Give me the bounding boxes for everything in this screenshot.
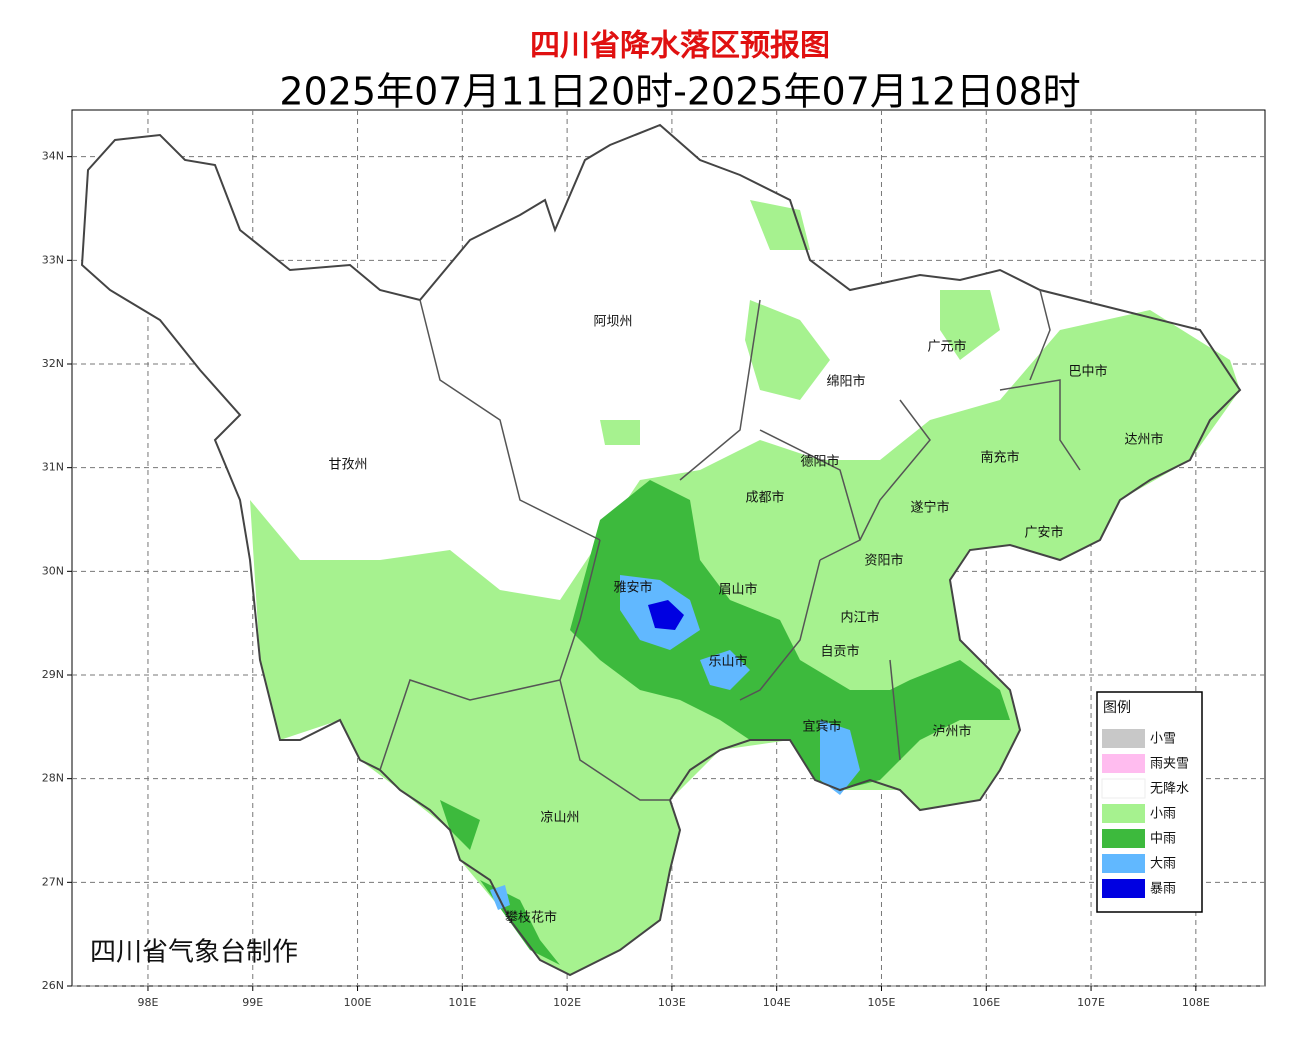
x-tick-label: 100E bbox=[344, 996, 372, 1009]
legend-box bbox=[1096, 691, 1203, 913]
place-label: 泸州市 bbox=[932, 724, 971, 740]
place-label: 资阳市 bbox=[864, 553, 903, 569]
place-label: 广元市 bbox=[927, 339, 966, 355]
legend-label: 小雪 bbox=[1150, 732, 1176, 747]
place-label: 绵阳市 bbox=[826, 374, 865, 390]
x-tick-label: 105E bbox=[868, 996, 896, 1009]
y-tick-label: 26N bbox=[42, 979, 64, 992]
place-label: 德阳市 bbox=[800, 454, 839, 470]
map-title: 四川省降水落区预报图 bbox=[530, 29, 830, 64]
y-tick-label: 32N bbox=[42, 357, 64, 370]
moderate-rain-area bbox=[440, 480, 1010, 965]
x-tick-label: 102E bbox=[553, 996, 581, 1009]
y-tick-label: 30N bbox=[42, 564, 64, 577]
legend-swatch bbox=[1102, 854, 1145, 873]
place-label: 眉山市 bbox=[718, 582, 757, 598]
x-tick-label: 108E bbox=[1182, 996, 1210, 1009]
legend-swatch bbox=[1102, 804, 1145, 823]
y-tick-label: 29N bbox=[42, 668, 64, 681]
light-rain-area bbox=[600, 200, 1000, 445]
x-tick-label: 103E bbox=[658, 996, 686, 1009]
legend-label: 无降水 bbox=[1150, 782, 1189, 797]
heavy-rain-area bbox=[490, 575, 860, 910]
place-label: 雅安市 bbox=[613, 580, 652, 596]
place-label: 宜宾市 bbox=[802, 719, 841, 735]
x-tick-label: 98E bbox=[137, 996, 158, 1009]
map-subtitle: 2025年07月11日20时-2025年07月12日08时 bbox=[279, 70, 1080, 114]
place-label: 阿坝州 bbox=[593, 315, 632, 330]
y-tick-label: 28N bbox=[42, 772, 64, 785]
legend-swatch bbox=[1102, 879, 1145, 898]
legend-swatch bbox=[1102, 729, 1145, 748]
place-label: 甘孜州 bbox=[328, 458, 367, 473]
place-label: 攀枝花市 bbox=[505, 910, 557, 926]
legend-swatch bbox=[1102, 754, 1145, 773]
x-tick-label: 106E bbox=[972, 996, 1000, 1009]
place-label: 南充市 bbox=[980, 450, 1019, 466]
legend-label: 大雨 bbox=[1150, 857, 1176, 872]
place-label: 自贡市 bbox=[820, 644, 859, 660]
y-tick-label: 31N bbox=[42, 461, 64, 474]
place-label: 遂宁市 bbox=[910, 500, 949, 516]
y-tick-label: 34N bbox=[42, 150, 64, 163]
torrential-rain-area bbox=[648, 600, 684, 630]
axis-ticks: 98E 99E 100E 101E 102E 103E 104E 105E 106E 107E 10… bbox=[42, 150, 1210, 1009]
place-label: 凉山州 bbox=[540, 811, 579, 826]
legend-label: 暴雨 bbox=[1150, 882, 1176, 897]
place-label: 巴中市 bbox=[1068, 364, 1107, 380]
legend-label: 小雨 bbox=[1150, 807, 1176, 822]
place-label: 广安市 bbox=[1024, 525, 1063, 541]
x-tick-label: 99E bbox=[242, 996, 263, 1009]
legend-title: 图例 bbox=[1103, 700, 1131, 716]
x-tick-label: 101E bbox=[448, 996, 476, 1009]
legend-swatch bbox=[1102, 829, 1145, 848]
place-label: 内江市 bbox=[840, 610, 879, 626]
place-label: 乐山市 bbox=[708, 654, 747, 670]
place-label: 达州市 bbox=[1124, 432, 1163, 448]
x-tick-label: 107E bbox=[1077, 996, 1105, 1009]
x-tick-label: 104E bbox=[763, 996, 791, 1009]
legend-label: 中雨 bbox=[1150, 832, 1176, 847]
credit: 四川省气象台制作 bbox=[90, 938, 298, 968]
legend-swatch bbox=[1101, 778, 1146, 799]
y-tick-label: 33N bbox=[42, 253, 64, 266]
place-label: 成都市 bbox=[745, 490, 784, 506]
y-tick-label: 27N bbox=[42, 875, 64, 888]
legend-label: 雨夹雪 bbox=[1150, 757, 1189, 772]
province bbox=[80, 123, 1242, 977]
